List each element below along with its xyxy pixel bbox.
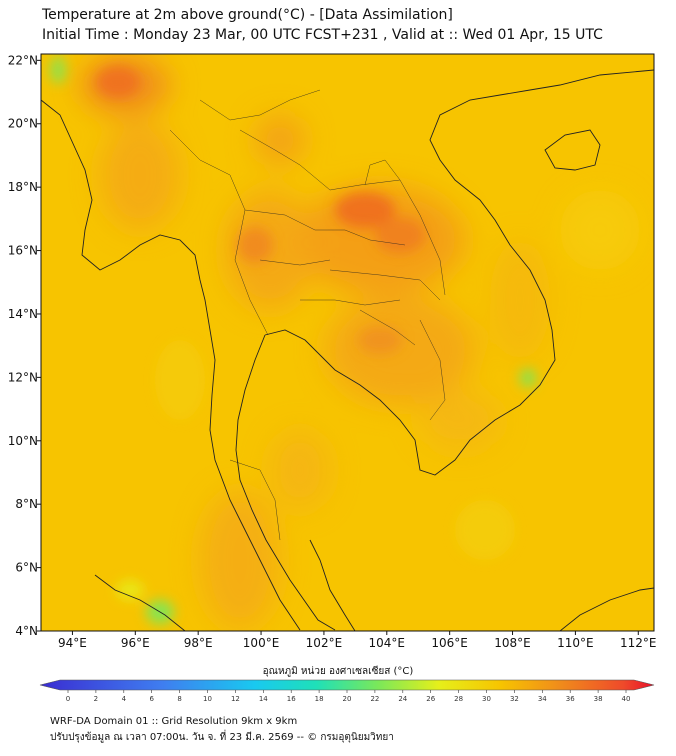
cool-spots [50,56,536,624]
lat-tick-label: 22°N [8,53,38,67]
lon-tick-label: 108°E [494,636,531,650]
lon-tick-label: 102°E [306,636,343,650]
colorbar: 0 2 4 6 8 10 12 14 16 18 20 22 24 26 28 30 32 34 36 38 40 [39,679,655,703]
colorbar-tick-label: 38 [594,695,603,703]
lon-tick-label: 106°E [431,636,468,650]
colorbar-tick-label: 2 [94,695,98,703]
coastlines [41,69,654,631]
colorbar-tick-label: 28 [454,695,463,703]
lat-tick-label: 18°N [8,180,38,194]
lat-tick-label: 20°N [8,117,38,131]
lat-tick-label: 6°N [15,561,38,575]
colorbar-tick-label: 8 [177,695,181,703]
colorbar-tick-label: 32 [510,695,519,703]
lon-tick-label: 94°E [58,636,87,650]
footer-model-info: WRF-DA Domain 01 :: Grid Resolution 9km … [50,716,298,727]
temperature-field [80,55,640,630]
lat-tick-label: 14°N [8,307,38,321]
longitude-axis: 94°E 96°E 98°E 100°E 102°E 104°E 106°E 108°E 110… [58,631,657,650]
colorbar-tick-label: 40 [622,695,631,703]
lon-tick-label: 110°E [557,636,594,650]
map-frame [40,53,655,632]
colorbar-tick-label: 36 [566,695,575,703]
colorbar-title: อุณหภูมิ หน่วย องศาเซลเซียส (°C) [262,666,414,677]
map-subtitle: Initial Time : Monday 23 Mar, 00 UTC FCS… [42,27,603,43]
lat-tick-label: 16°N [8,244,38,258]
colorbar-tick-label: 10 [203,695,212,703]
colorbar-tick-label: 12 [231,695,240,703]
colorbar-tick-label: 24 [398,695,407,703]
colorbar-tick-label: 14 [259,695,268,703]
lon-tick-label: 104°E [369,636,406,650]
colorbar-gradient [39,679,655,691]
latitude-axis: 22°N 20°N 18°N 16°N 14°N 12°N 10°N 8°N 6°N 4°N [8,53,41,638]
lon-tick-label: 112°E [620,636,657,650]
lat-tick-label: 8°N [15,497,38,511]
colorbar-tick-label: 20 [343,695,352,703]
colorbar-tick-label: 26 [426,695,435,703]
map-plot-area [41,54,654,631]
colorbar-tick-label: 22 [370,695,379,703]
lon-tick-label: 96°E [121,636,150,650]
colorbar-tick-label: 34 [538,695,547,703]
colorbar-tick-label: 4 [122,695,127,703]
colorbar-tick-label: 30 [482,695,491,703]
colorbar-tick-label: 0 [66,695,70,703]
colorbar-tick-label: 16 [287,695,296,703]
colorbar-tick-label: 18 [315,695,324,703]
footer-update-info: ปรับปรุงข้อมูล ณ เวลา 07:00น. วัน จ. ที่… [50,732,394,743]
lon-tick-label: 100°E [243,636,280,650]
lon-tick-label: 98°E [184,636,213,650]
hot-spots [96,66,425,354]
lat-tick-label: 4°N [15,624,38,638]
admin-borders [169,89,446,541]
colorbar-tick-label: 6 [149,695,154,703]
map-title: Temperature at 2m above ground(°C) - [Da… [42,7,453,23]
lat-tick-label: 10°N [8,434,38,448]
colorbar-ticks: 0 2 4 6 8 10 12 14 16 18 20 22 24 26 28 30 32 34 36 38 40 [66,690,631,703]
lat-tick-label: 12°N [8,370,38,384]
